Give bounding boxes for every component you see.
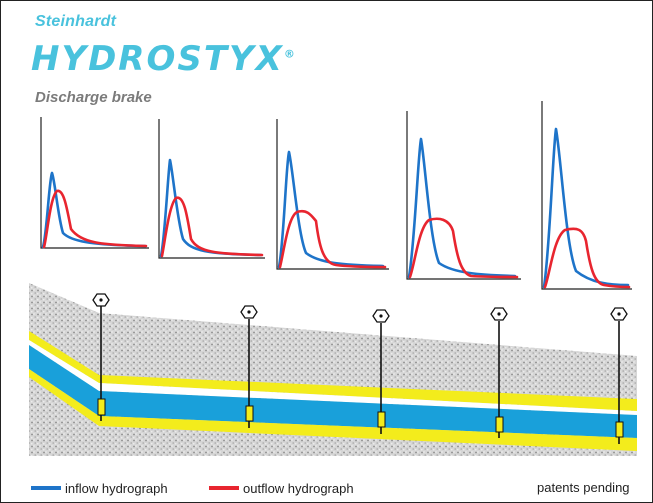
brake-5-head-dot: [617, 312, 621, 316]
brake-1-body-icon: [97, 398, 106, 416]
patent-note: patents pending: [537, 480, 630, 495]
hydrograph-5-outflow: [543, 227, 631, 289]
hydrograph-2-outflow: [160, 196, 264, 258]
hydrograph-2-axes: [158, 119, 265, 259]
inflow-swatch-icon: [31, 486, 61, 490]
brake-4-head-dot: [497, 312, 501, 316]
registered-mark: ®: [283, 47, 297, 61]
brake-3-head-dot: [379, 314, 383, 318]
hydrograph-1-outflow: [42, 189, 148, 249]
brake-1-head-dot: [99, 298, 103, 302]
outflow-swatch-icon: [209, 486, 239, 490]
product-logo: HYDROSTYX®: [31, 39, 297, 79]
hydrograph-5-inflow: [542, 127, 630, 289]
hydrograph-3-outflow: [278, 209, 387, 269]
hydrograph-2-inflow: [159, 158, 263, 258]
hydrograph-4-outflow: [408, 217, 519, 279]
product-subtitle: Discharge brake: [35, 89, 152, 106]
maker-name: Steinhardt: [35, 13, 117, 30]
pipe-lower-edge: [29, 369, 637, 451]
brake-4-body-icon: [495, 416, 504, 433]
legend-inflow: inflow hydrograph: [31, 479, 168, 497]
hydrograph-4-axes: [406, 111, 521, 280]
pipe-water: [29, 345, 637, 438]
hydrograph-5-axes: [541, 101, 632, 290]
brake-2-body-icon: [245, 405, 254, 422]
pipe-white-gap: [29, 340, 637, 415]
pipe-upper-edge: [29, 331, 637, 411]
hydrograph-1-axes: [40, 117, 149, 249]
brake-3-body-icon: [377, 411, 386, 428]
hydrograph-3-inflow: [277, 150, 385, 269]
brake-5-body-icon: [615, 421, 624, 438]
legend-outflow-label: outflow hydrograph: [243, 480, 354, 496]
brake-2-head-dot: [247, 310, 251, 314]
product-name: HYDROSTYX: [31, 39, 284, 79]
hydrograph-3-axes: [276, 119, 389, 270]
legend-outflow: outflow hydrograph: [209, 479, 354, 497]
hydrograph-1-inflow: [41, 171, 147, 249]
hydrograph-4-inflow: [407, 137, 517, 279]
legend-inflow-label: inflow hydrograph: [65, 480, 168, 496]
